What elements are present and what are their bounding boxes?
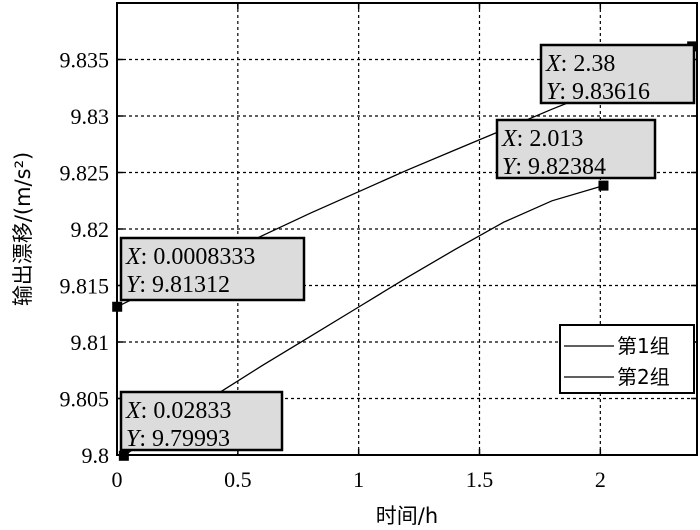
x-tick-label: 0.5 [224,467,252,492]
y-tick-label: 9.83 [71,104,110,129]
datatip-box [539,43,696,105]
legend-box [559,324,695,394]
datatip-x-value: 0.0008333 [153,244,255,270]
datatip-marker-2 [118,450,129,461]
x-tick-label: 1.5 [466,467,494,492]
y-tick-label: 9.81 [71,330,110,355]
x-tick-label: 0 [112,467,123,492]
y-tick-label: 9.805 [60,387,110,412]
datatip-y-value: 9.82384 [528,154,606,180]
datatip-marker-3 [598,180,609,191]
datatip-4[interactable]: X: 2.38Y: 9.83616 [539,43,696,105]
datatip-x-label: X [125,244,142,270]
datatip-y-line: Y: 9.79993 [126,426,230,452]
datatip-box [119,390,284,452]
datatip-y-value: 9.83616 [572,79,650,105]
datatip-x-line: X: 2.013 [501,126,583,152]
datatip-x-value: 2.38 [573,51,615,77]
datatip-box [495,118,657,180]
x-tick-label: 1 [353,467,364,492]
legend-label-2: 第2组 [617,365,670,389]
datatip-y-label: Y [126,426,142,452]
ticks: 0 0.5 1 1.5 2 9.8 9.805 9.81 9.815 9.82 9.825 9.83 9… [60,3,697,492]
datatip-x-value: 0.02833 [153,398,231,424]
datatip-x-label: X [125,398,142,424]
datatip-marker-1 [112,301,123,312]
y-tick-label: 9.835 [60,48,110,73]
datatip-y-label: Y [126,272,142,298]
y-tick-label: 9.825 [60,161,110,186]
datatip-x-value: 2.013 [529,126,583,152]
datatip-x-line: X: 2.38 [545,51,615,77]
x-axis-title: 时间/h [376,504,438,528]
grid [117,3,697,455]
datatip-x-line: X: 0.02833 [125,398,231,424]
datatip-y-label: Y [546,79,562,105]
datatip-y-line: Y: 9.81312 [126,272,230,298]
y-tick-label: 9.82 [71,217,110,242]
y-tick-label: 9.8 [82,443,110,468]
datatip-y-line: Y: 9.82384 [502,154,606,180]
datatip-y-value: 9.79993 [152,426,230,452]
datatip-box [119,236,306,302]
datatip-y-label: Y [502,154,518,180]
datatip-x-label: X [501,126,518,152]
y-axis-title: 输出漂移/(m/s²) [11,152,35,306]
datatip-y-line: Y: 9.83616 [546,79,650,105]
datatip-y-value: 9.81312 [152,272,230,298]
legend-label-1: 第1组 [617,334,670,358]
y-tick-label: 9.815 [60,274,110,299]
datatip-x-label: X [545,51,562,77]
datatip-x-line: X: 0.0008333 [125,244,255,270]
x-tick-label: 2 [595,467,606,492]
